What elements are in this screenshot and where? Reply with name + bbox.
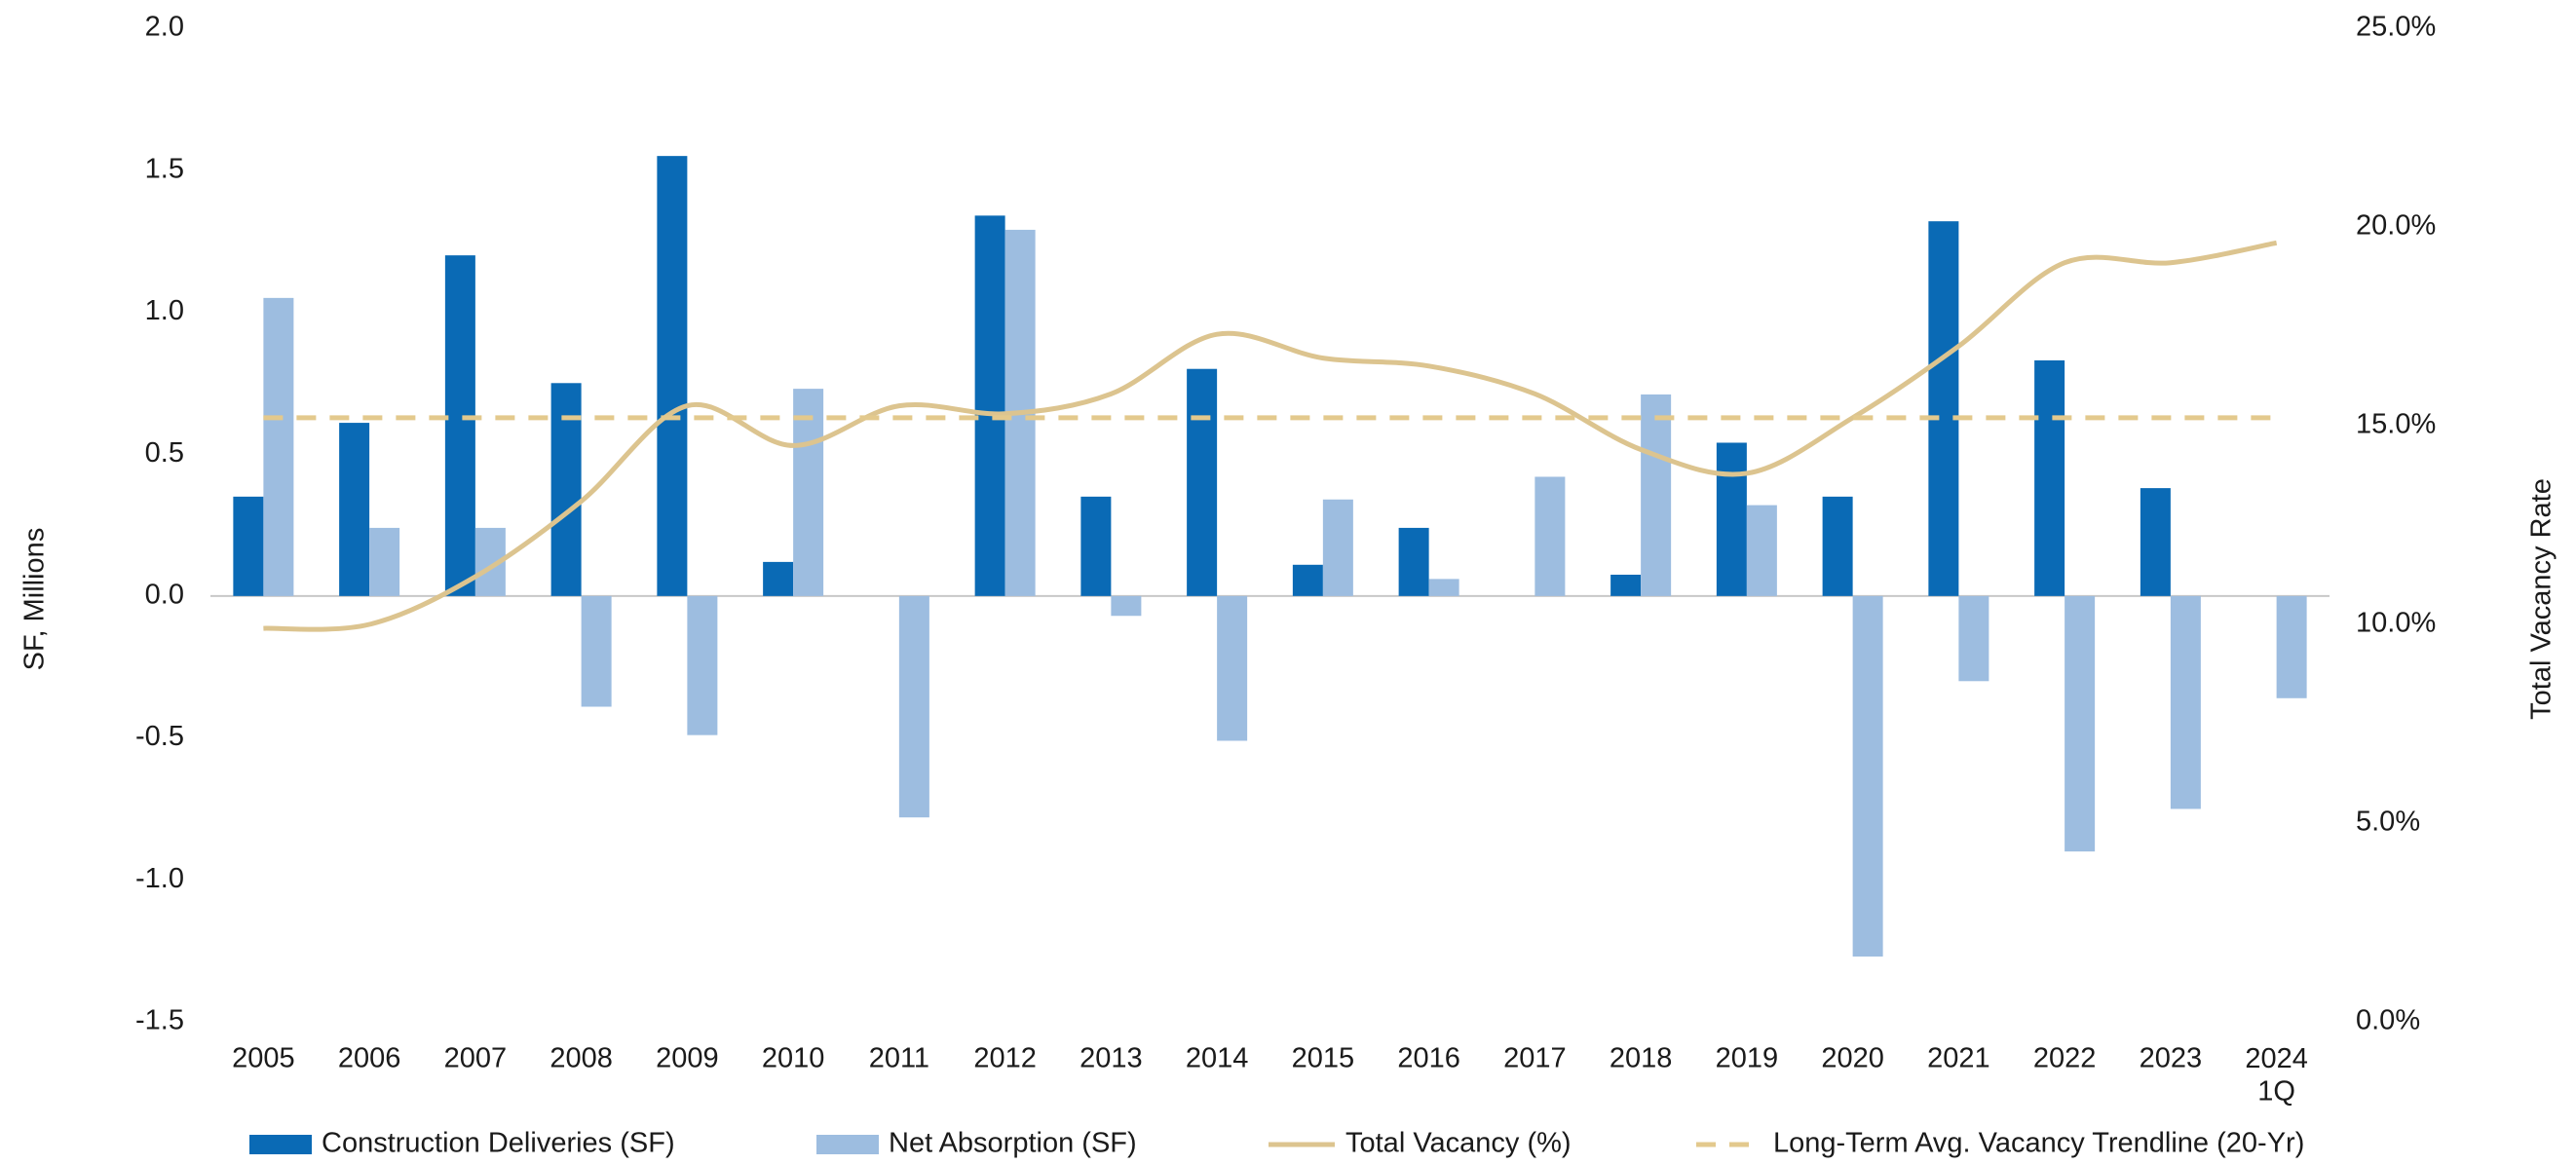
bar: [974, 215, 1005, 596]
y-axis-label: SF, Millions: [19, 528, 51, 671]
x-tick-label: 2024 1Q: [2245, 1043, 2308, 1107]
bar: [263, 297, 294, 596]
y-tick-label: -1.5: [135, 1005, 184, 1036]
x-tick-label: 2014: [1186, 1043, 1249, 1074]
legend-swatch: [816, 1135, 879, 1154]
bar: [1398, 527, 1429, 596]
y2-tick-label: 10.0%: [2356, 608, 2436, 639]
bar: [1958, 595, 1989, 682]
bar: [763, 561, 794, 596]
y2-tick-label: 15.0%: [2356, 409, 2436, 440]
bar: [793, 389, 824, 596]
bar: [1610, 575, 1642, 596]
legend-label: Long-Term Avg. Vacancy Trendline (20-Yr): [1773, 1128, 2304, 1159]
bar: [1641, 394, 1672, 596]
y-tick-label: 1.5: [145, 153, 184, 184]
vacancy-line: [263, 240, 2278, 632]
y2-tick-label: 5.0%: [2356, 807, 2420, 838]
legend-label: Construction Deliveries (SF): [322, 1128, 675, 1159]
bar: [1217, 595, 1248, 741]
bar: [1534, 476, 1566, 596]
x-tick-label: 2017: [1503, 1043, 1567, 1074]
y-tick-label: -0.5: [135, 721, 184, 752]
y-tick-label: 0.5: [145, 437, 184, 469]
bar: [657, 156, 688, 596]
x-tick-label: 2013: [1080, 1043, 1143, 1074]
x-tick-label: 2007: [444, 1043, 508, 1074]
y2-tick-label: 20.0%: [2356, 210, 2436, 242]
x-tick-label: 2008: [549, 1043, 613, 1074]
bar: [2276, 595, 2307, 698]
bar: [2065, 595, 2096, 852]
legend-label: Net Absorption (SF): [889, 1128, 1137, 1159]
legend-swatch: [249, 1135, 312, 1154]
x-tick-label: 2006: [338, 1043, 401, 1074]
bar: [687, 595, 718, 735]
y2-axis-label: Total Vacancy Rate: [2526, 478, 2557, 720]
bar: [1080, 496, 1112, 596]
x-tick-label: 2018: [1610, 1043, 1673, 1074]
x-tick-label: 2009: [656, 1043, 719, 1074]
bar: [444, 255, 475, 596]
bar: [2034, 359, 2065, 596]
y2-tick-label: 25.0%: [2356, 12, 2436, 43]
bar: [2170, 595, 2201, 809]
legend-label: Total Vacancy (%): [1345, 1128, 1572, 1159]
x-tick-label: 2015: [1292, 1043, 1355, 1074]
bar: [369, 527, 400, 596]
x-tick-label: 2010: [762, 1043, 825, 1074]
x-tick-label: 2021: [1927, 1043, 1990, 1074]
x-tick-label: 2023: [2140, 1043, 2203, 1074]
x-tick-label: 2016: [1397, 1043, 1460, 1074]
y-tick-label: 0.0: [145, 580, 184, 611]
bar: [1716, 442, 1747, 596]
bar: [1928, 221, 1959, 596]
x-tick-label: 2019: [1716, 1043, 1779, 1074]
x-tick-label: 2005: [232, 1043, 295, 1074]
bar: [233, 496, 264, 596]
y-tick-label: 1.0: [145, 295, 184, 326]
bar: [1292, 564, 1323, 596]
x-tick-label: 2011: [869, 1043, 929, 1074]
bar: [1852, 595, 1883, 957]
bar: [2140, 488, 2171, 596]
bar: [1111, 595, 1142, 617]
bar: [1428, 579, 1459, 596]
bar: [1187, 368, 1218, 596]
bar: [581, 595, 612, 707]
bar: [1322, 499, 1353, 596]
bar: [1746, 505, 1777, 596]
y-tick-label: 2.0: [145, 12, 184, 43]
x-tick-label: 2012: [973, 1043, 1037, 1074]
x-tick-label: 2020: [1821, 1043, 1884, 1074]
bar: [1822, 496, 1853, 596]
bar: [550, 383, 582, 596]
bar: [339, 423, 370, 596]
y2-tick-label: 0.0%: [2356, 1005, 2420, 1036]
y-tick-label: -1.0: [135, 863, 184, 894]
x-tick-label: 2022: [2033, 1043, 2097, 1074]
bar: [898, 595, 929, 818]
